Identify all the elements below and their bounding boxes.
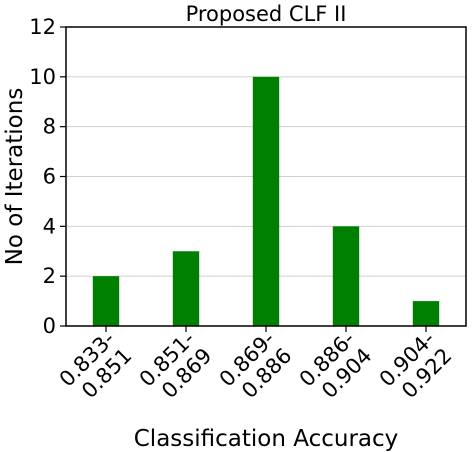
bars <box>92 76 440 326</box>
y-tick-label: 0 <box>43 314 56 338</box>
chart-title: Proposed CLF II <box>186 2 347 26</box>
y-tick-label: 6 <box>43 165 56 189</box>
x-tick-label: 0.904-0.922 <box>375 327 457 409</box>
y-tick-label: 8 <box>43 115 56 139</box>
y-axis-label: No of Iterations <box>2 88 28 266</box>
x-tick-label: 0.869-0.886 <box>215 327 297 409</box>
y-tick-label: 4 <box>43 214 56 238</box>
x-tick-label: 0.833-0.851 <box>55 327 137 409</box>
y-tick-label: 12 <box>29 15 56 39</box>
y-tick-label: 2 <box>43 264 56 288</box>
bar <box>92 276 120 326</box>
x-tick-label: 0.886-0.904 <box>295 327 377 409</box>
bar <box>412 301 440 326</box>
bar <box>332 226 360 326</box>
bar <box>252 76 280 326</box>
x-axis-label: Classification Accuracy <box>134 426 399 452</box>
y-axis: 0 2 4 6 8 10 12 <box>29 15 66 338</box>
y-tick-label: 10 <box>29 65 56 89</box>
bar <box>172 251 200 326</box>
x-tick-label: 0.851-0.869 <box>135 327 217 409</box>
x-axis: 0.833-0.8510.851-0.8690.869-0.8860.886-0… <box>55 326 457 409</box>
